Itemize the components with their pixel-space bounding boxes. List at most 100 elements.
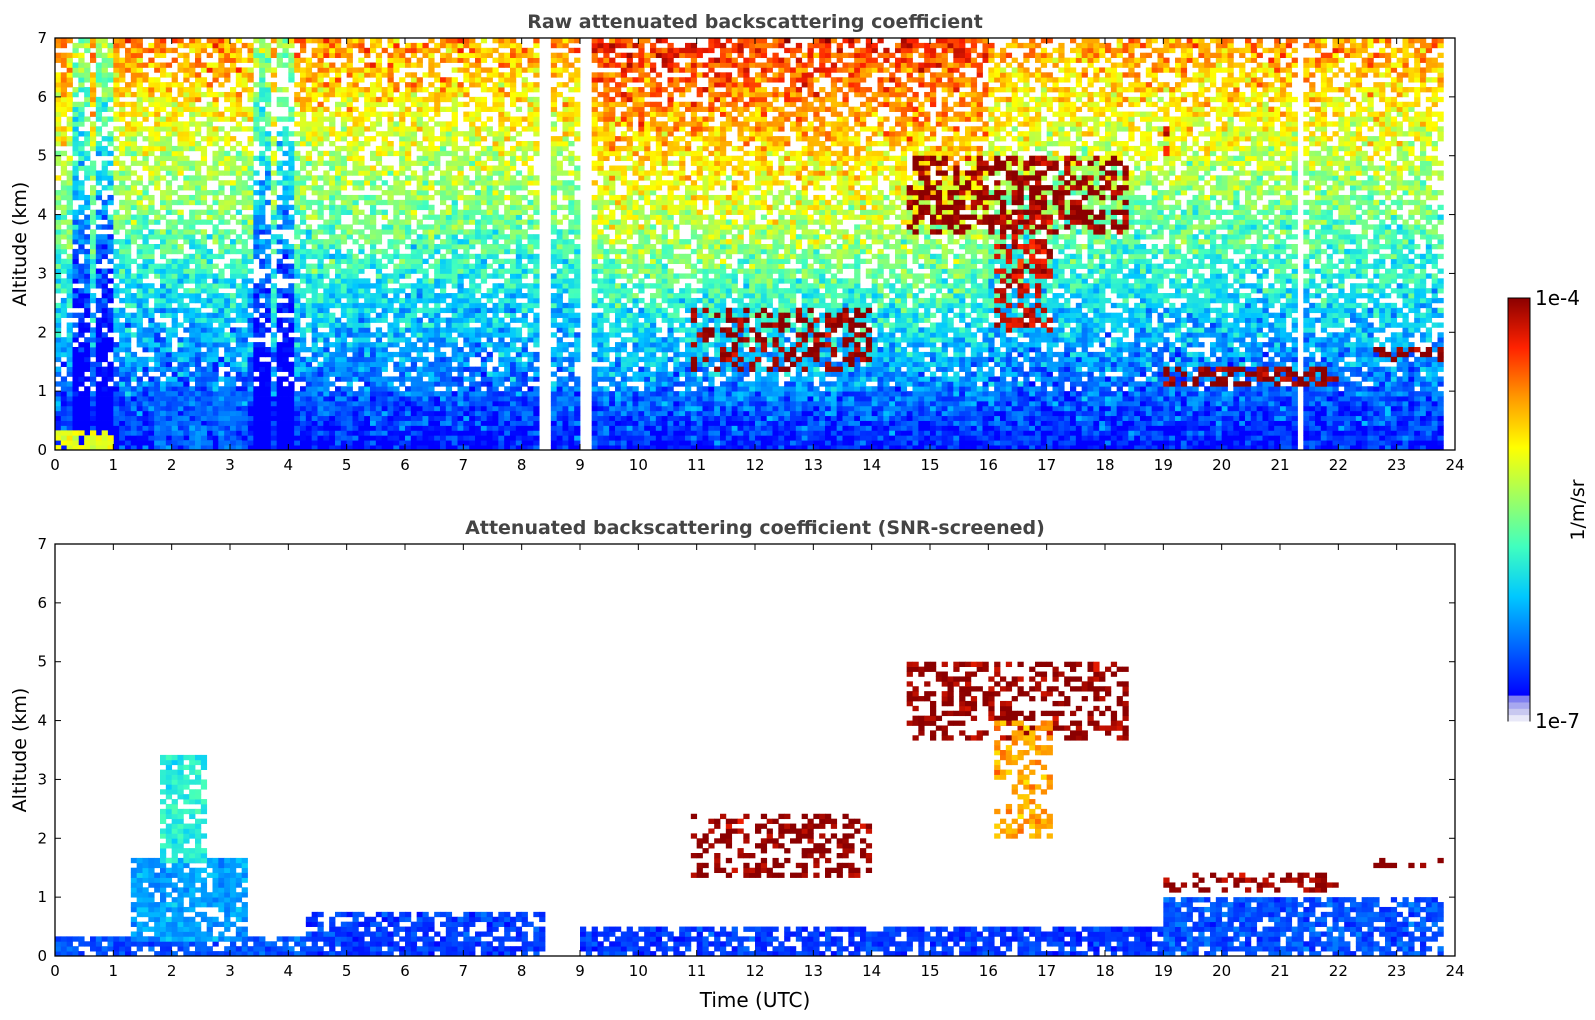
- heatmap-cell: [434, 400, 441, 407]
- heatmap-cell: [329, 405, 336, 412]
- heatmap-cell: [107, 337, 114, 343]
- heatmap-cell: [189, 96, 196, 103]
- heatmap-cell: [323, 430, 330, 436]
- heatmap-cell: [294, 400, 301, 407]
- heatmap-cell: [270, 52, 278, 59]
- heatmap-cell: [475, 445, 482, 450]
- heatmap-cell: [183, 145, 190, 152]
- heatmap-cell: [230, 62, 237, 68]
- heatmap-cell: [90, 214, 97, 220]
- heatmap-cell: [276, 170, 283, 176]
- heatmap-cell: [66, 297, 73, 304]
- heatmap-cell: [288, 405, 295, 412]
- heatmap-cell: [480, 67, 488, 73]
- heatmap-cell: [323, 386, 330, 392]
- heatmap-cell: [259, 194, 266, 201]
- heatmap-cell: [276, 116, 283, 122]
- heatmap-cell: [247, 376, 254, 382]
- heatmap-cell: [60, 131, 68, 137]
- heatmap-cell: [393, 219, 400, 225]
- heatmap-cell: [101, 52, 108, 59]
- heatmap-cell: [288, 435, 295, 441]
- heatmap-cell: [329, 160, 336, 166]
- heatmap-cell: [84, 278, 91, 284]
- heatmap-cell: [72, 356, 79, 363]
- heatmap-cell: [119, 170, 126, 176]
- heatmap-cell: [200, 111, 208, 117]
- heatmap-cell: [55, 199, 62, 206]
- heatmap-cell: [235, 302, 243, 309]
- heatmap-cell: [195, 288, 202, 294]
- heatmap-cell: [107, 278, 114, 284]
- heatmap-cell: [60, 106, 68, 112]
- heatmap-cell: [125, 38, 132, 44]
- heatmap-cell: [340, 131, 348, 137]
- heatmap-cell: [95, 180, 103, 186]
- heatmap-cell: [224, 77, 231, 83]
- heatmap-cell: [154, 420, 161, 426]
- heatmap-cell: [276, 317, 283, 323]
- heatmap-cell: [486, 170, 493, 176]
- heatmap-cell: [335, 194, 342, 201]
- heatmap-cell: [300, 38, 307, 44]
- heatmap-cell: [66, 72, 73, 78]
- heatmap-cell: [212, 126, 219, 132]
- heatmap-cell: [288, 268, 295, 274]
- heatmap-cell: [399, 126, 406, 132]
- heatmap-cell: [259, 244, 266, 250]
- heatmap-cell: [451, 185, 458, 191]
- heatmap-cell: [358, 317, 365, 323]
- heatmap-cell: [434, 445, 441, 450]
- heatmap-cell: [235, 170, 243, 176]
- heatmap-cell: [265, 170, 272, 176]
- heatmap-cell: [440, 224, 447, 230]
- heatmap-cell: [101, 342, 108, 348]
- heatmap-cell: [428, 116, 435, 122]
- heatmap-cell: [259, 283, 266, 289]
- heatmap-cell: [125, 258, 132, 265]
- heatmap-cell: [370, 62, 377, 68]
- heatmap-cell: [125, 366, 132, 372]
- heatmap-cell: [265, 253, 272, 260]
- heatmap-cell: [416, 121, 423, 127]
- heatmap-cell: [276, 194, 283, 201]
- heatmap-cell: [160, 101, 167, 108]
- heatmap-cell: [66, 219, 73, 225]
- heatmap-cell: [113, 229, 120, 235]
- heatmap-cell: [416, 87, 423, 93]
- heatmap-cell: [177, 445, 184, 450]
- heatmap-cell: [171, 327, 178, 333]
- heatmap-cell: [416, 445, 423, 450]
- heatmap-cell: [95, 268, 103, 274]
- heatmap-cell: [113, 405, 120, 412]
- heatmap-cell: [265, 435, 272, 441]
- heatmap-cell: [212, 381, 219, 387]
- heatmap-cell: [387, 116, 394, 122]
- heatmap-cell: [119, 101, 126, 108]
- heatmap-cell: [410, 391, 418, 397]
- heatmap-cell: [416, 396, 423, 402]
- heatmap-cell: [451, 312, 458, 318]
- heatmap-cell: [212, 327, 219, 333]
- heatmap-cell: [486, 248, 493, 255]
- heatmap-cell: [171, 165, 178, 171]
- heatmap-cell: [235, 273, 243, 279]
- heatmap-cell: [469, 288, 476, 294]
- heatmap-cell: [241, 150, 248, 157]
- heatmap-cell: [270, 150, 278, 157]
- heatmap-cell: [90, 42, 97, 49]
- heatmap-cell: [364, 337, 371, 343]
- heatmap-cell: [154, 116, 161, 122]
- heatmap-cell: [270, 199, 278, 206]
- heatmap-cell: [241, 155, 248, 162]
- heatmap-cell: [416, 405, 423, 412]
- heatmap-cell: [317, 214, 324, 220]
- heatmap-cell: [375, 160, 383, 166]
- heatmap-cell: [440, 52, 447, 59]
- heatmap-cell: [78, 219, 85, 225]
- heatmap-cell: [200, 47, 208, 54]
- heatmap-cell: [451, 268, 458, 274]
- heatmap-cell: [130, 42, 138, 49]
- heatmap-cell: [300, 347, 307, 353]
- heatmap-cell: [282, 327, 289, 333]
